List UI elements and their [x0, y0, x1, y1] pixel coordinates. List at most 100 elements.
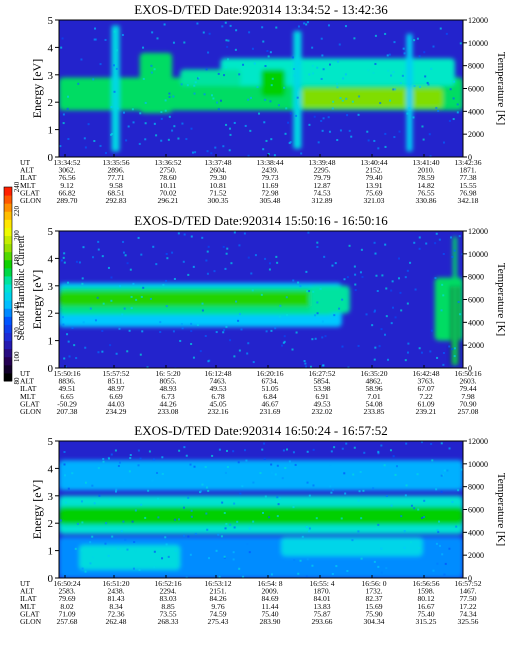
- heatmap-speckle: [344, 73, 347, 76]
- heatmap-speckle: [118, 285, 121, 288]
- heatmap-speckle: [348, 244, 351, 247]
- row-value: 289.70: [57, 196, 78, 205]
- heatmap-speckle: [275, 26, 278, 29]
- heatmap-speckle: [267, 573, 270, 576]
- heatmap-speckle: [115, 352, 118, 355]
- heatmap-speckle: [111, 132, 114, 135]
- row-value: 2439.: [261, 166, 278, 175]
- colorbar-segment: [4, 195, 12, 204]
- y-axis-label: Energy [eV]: [30, 59, 44, 118]
- heatmap-speckle: [392, 455, 395, 458]
- heatmap-speckle: [263, 121, 266, 124]
- heatmap-speckle: [322, 117, 325, 120]
- heatmap-speckle: [138, 568, 141, 571]
- heatmap-speckle: [429, 350, 432, 353]
- heatmap-field: [59, 441, 463, 578]
- heatmap-speckle: [148, 450, 151, 453]
- heatmap-speckle: [448, 547, 451, 550]
- row-value: 75.90: [365, 609, 382, 618]
- row-value: 46.67: [261, 399, 278, 408]
- heatmap-speckle: [97, 248, 100, 251]
- heatmap-speckle: [277, 503, 280, 506]
- heatmap-speckle: [150, 71, 153, 74]
- heatmap-speckle: [174, 550, 177, 553]
- heatmap-speckle: [225, 123, 228, 126]
- heatmap-speckle: [247, 98, 250, 101]
- heatmap-speckle: [128, 470, 131, 473]
- heatmap-speckle: [140, 295, 143, 298]
- heatmap-speckle: [211, 454, 214, 457]
- row-value: 16:53:12: [204, 579, 231, 588]
- heatmap-speckle: [140, 253, 143, 256]
- y2-tick-label: 4000: [468, 107, 484, 116]
- heatmap-speckle: [59, 519, 62, 522]
- heatmap-patch: [139, 52, 173, 114]
- colorbar-segment: [4, 284, 12, 293]
- row-value: -50.29: [57, 399, 77, 408]
- colorbar-segment: [4, 356, 12, 366]
- heatmap-speckle: [215, 549, 218, 552]
- heatmap-speckle: [373, 309, 376, 312]
- y2-tick-label: 12000: [468, 16, 488, 25]
- heatmap-speckle: [206, 528, 209, 531]
- heatmap-speckle: [214, 146, 217, 149]
- heatmap-speckle: [137, 236, 140, 239]
- row-value: 1870.: [313, 587, 330, 596]
- heatmap-speckle: [376, 290, 379, 293]
- heatmap-speckle: [291, 348, 294, 351]
- heatmap-speckle: [359, 470, 362, 473]
- heatmap-speckle: [194, 151, 197, 154]
- row-value: 75.40: [417, 609, 434, 618]
- heatmap-speckle: [384, 132, 387, 135]
- heatmap-speckle: [284, 466, 287, 469]
- row-value: 6.91: [315, 392, 328, 401]
- heatmap-speckle: [146, 320, 149, 323]
- heatmap-speckle: [374, 346, 377, 349]
- row-value: 13:38:44: [256, 158, 283, 167]
- heatmap-speckle: [303, 360, 306, 363]
- row-value: 4862.: [365, 377, 382, 386]
- row-value: 11.44: [262, 602, 279, 611]
- heatmap-speckle: [437, 531, 440, 534]
- heatmap-speckle: [189, 553, 192, 556]
- heatmap-speckle: [292, 68, 295, 71]
- heatmap-speckle: [113, 30, 116, 33]
- heatmap-speckle: [93, 502, 96, 505]
- heatmap-speckle: [156, 471, 159, 474]
- heatmap-speckle: [190, 509, 193, 512]
- row-value: 305.48: [260, 196, 281, 205]
- heatmap-speckle: [234, 48, 237, 51]
- heatmap-speckle: [193, 84, 196, 87]
- row-value: 9.12: [60, 181, 73, 190]
- heatmap-speckle: [341, 298, 344, 301]
- row-value: 11.69: [262, 181, 279, 190]
- heatmap-speckle: [183, 446, 186, 449]
- heatmap-speckle: [423, 515, 426, 518]
- heatmap-speckle: [233, 355, 236, 358]
- heatmap-speckle: [320, 119, 323, 122]
- row-value: 13.91: [365, 181, 382, 190]
- heatmap-speckle: [351, 539, 354, 542]
- heatmap-speckle: [417, 508, 420, 511]
- row-value: 15.69: [365, 602, 382, 611]
- heatmap-speckle: [350, 135, 353, 138]
- colorbar-tick-label: 140: [13, 303, 21, 314]
- heatmap-speckle: [82, 246, 85, 249]
- heatmap-speckle: [457, 301, 460, 304]
- heatmap-speckle: [93, 38, 96, 41]
- heatmap-speckle: [388, 53, 391, 56]
- heatmap-speckle: [76, 522, 79, 525]
- heatmap-speckle: [367, 69, 370, 72]
- row-value: 83.03: [159, 594, 176, 603]
- row-value: 13:34:52: [53, 158, 80, 167]
- heatmap-speckle: [101, 329, 104, 332]
- heatmap-speckle: [439, 27, 442, 30]
- heatmap-speckle: [122, 520, 125, 523]
- heatmap-speckle: [418, 347, 421, 350]
- heatmap-speckle: [448, 119, 451, 122]
- heatmap-speckle: [212, 97, 215, 100]
- heatmap-speckle: [392, 88, 395, 91]
- heatmap-speckle: [402, 70, 405, 73]
- heatmap-speckle: [451, 500, 454, 503]
